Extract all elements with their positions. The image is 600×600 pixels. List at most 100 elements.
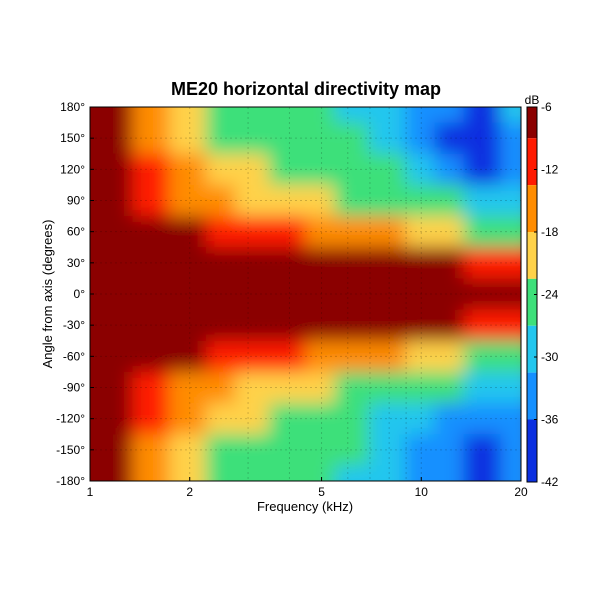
heatmap-cell [234,153,270,186]
heatmap-cell [268,434,306,466]
heatmap-cell [500,403,521,435]
heatmap-cell [234,216,270,248]
heatmap-cell [205,153,236,186]
heatmap-cell [405,340,435,373]
heatmap-cell [305,107,336,124]
y-tick-label: 150° [60,131,85,145]
heatmap-cell [405,122,435,155]
heatmap-cell [405,184,435,217]
heatmap-cell [305,340,336,373]
heatmap-cell [132,247,170,279]
heatmap-cell [169,278,207,311]
heatmap-cell [463,153,501,186]
heatmap-cell [463,247,501,279]
heatmap-cell [463,309,501,342]
heatmap-cell [463,216,501,248]
heatmap-cell [90,278,104,311]
y-tick-label: -150° [56,443,85,457]
heatmap-cell [500,107,521,124]
heatmap-cell [234,122,270,155]
heatmap-cell [132,216,170,248]
colorbar-segment [527,419,537,482]
heatmap-cell [234,309,270,342]
heatmap-cell [103,278,133,311]
heatmap-cell [434,465,465,481]
plot-area [90,107,521,481]
heatmap-cell [500,247,521,279]
heatmap-cell [500,465,521,481]
heatmap-cell [305,153,336,186]
heatmap-cell [334,216,369,248]
heatmap-cell [268,107,306,124]
heatmap-cell [463,434,501,466]
heatmap-cell [268,184,306,217]
heatmap-cell [368,122,406,155]
colorbar-unit: dB [525,93,540,107]
heatmap-cell [205,184,236,217]
heatmap-cell [334,371,369,404]
heatmap-cell [268,122,306,155]
heatmap-cell [334,278,369,311]
heatmap-cell [268,309,306,342]
y-tick-label: 90° [67,194,85,208]
heatmap-cell [103,340,133,373]
heatmap-cell [434,247,465,279]
heatmap-cell [103,184,133,217]
heatmap-cell [463,122,501,155]
heatmap-cell [434,340,465,373]
heatmap-cell [234,278,270,311]
heatmap-cell [103,309,133,342]
heatmap-cell [132,184,170,217]
heatmap-cell [234,465,270,481]
heatmap-cell [368,340,406,373]
heatmap-cell [90,107,104,124]
heatmap-cell [434,371,465,404]
heatmap-cell [169,465,207,481]
colorbar-tick-label: -36 [541,413,559,427]
colorbar-tick-label: -42 [541,475,559,489]
heatmap-cell [90,309,104,342]
heatmap-cell [268,247,306,279]
heatmap-cell [405,403,435,435]
y-tick-label: 180° [60,100,85,114]
heatmap-cell [334,107,369,124]
heatmap-cell [500,371,521,404]
heatmap-cell [234,403,270,435]
heatmap-cell [405,153,435,186]
y-tick-label: -90° [63,381,85,395]
heatmap-cell [234,107,270,124]
heatmap-cell [90,403,104,435]
heatmap-cell [434,216,465,248]
y-axis-label: Angle from axis (degrees) [40,220,55,369]
heatmap-cell [132,107,170,124]
heatmap-cell [305,122,336,155]
heatmap-cell [334,340,369,373]
heatmap-cell [405,371,435,404]
heatmap-cell [169,403,207,435]
heatmap-cell [368,278,406,311]
y-tick-label: 120° [60,162,85,176]
heatmap-cell [205,465,236,481]
heatmap-cell [305,403,336,435]
colorbar-segment [527,278,537,326]
heatmap-cell [169,107,207,124]
colorbar-segment [527,325,537,373]
colorbar-tick-label: -18 [541,225,559,239]
x-tick-label: 1 [87,485,94,499]
heatmap-cell [368,107,406,124]
heatmap-cell [305,247,336,279]
heatmap-cell [103,122,133,155]
heatmap-cell [434,434,465,466]
y-tick-label: -180° [56,474,85,488]
heatmap-cell [103,153,133,186]
heatmap-cell [103,434,133,466]
heatmap-cell [90,247,104,279]
heatmap-cell [463,371,501,404]
heatmap-cell [103,107,133,124]
heatmap-cell [368,247,406,279]
heatmap-cell [132,278,170,311]
heatmap-cell [368,153,406,186]
heatmap-cell [90,465,104,481]
heatmap-cell [434,309,465,342]
colorbar-tick-label: -24 [541,288,559,302]
